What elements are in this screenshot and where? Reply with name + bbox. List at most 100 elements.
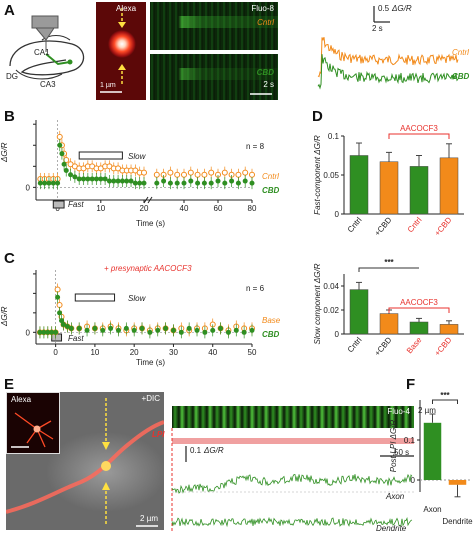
panel-letter-f: F <box>406 376 416 393</box>
panel-b-cbd-label: CBD <box>262 186 280 195</box>
data-point-cbd <box>235 180 241 186</box>
linescan-cbd-label: CBD <box>256 68 274 77</box>
data-point-cbd <box>163 325 169 331</box>
data-point-cbd <box>132 180 138 186</box>
axis-break <box>143 196 149 204</box>
dic-image: Alexa +DIC 2 µm <box>6 392 164 530</box>
category-label: Cntrl <box>406 215 424 234</box>
data-point-cbd <box>106 178 112 184</box>
panel-c-chart: 0 0 10 20 30 40 50 <box>26 270 257 357</box>
data-point-cbd <box>119 178 125 184</box>
x-tick-label: 50 <box>248 348 257 357</box>
category-label: +CBD <box>433 335 454 357</box>
data-point-cbd <box>59 318 65 324</box>
x-tick-label: 10 <box>90 348 99 357</box>
x-tick-label: 10 <box>96 204 105 213</box>
data-point-cbd <box>49 329 55 335</box>
data-point-cbd <box>100 327 106 333</box>
y-tick-label: 0 <box>335 210 340 219</box>
y-tick-label: 0.1 <box>404 436 416 445</box>
panel-letter-a: A <box>4 2 15 19</box>
data-point-cbd <box>81 176 87 182</box>
data-point-cbd <box>161 178 167 184</box>
y-axis-label: Post-LPI ΔG/R <box>389 420 398 473</box>
fluo4-linescan: Fluo-4 <box>172 406 414 428</box>
data-point-cntrl <box>141 169 147 176</box>
aacocf3-label: AACOCF3 <box>400 298 438 307</box>
data-point-cbd <box>181 180 187 186</box>
data-point-cbd <box>72 174 78 180</box>
ca3-label: CA3 <box>40 80 56 89</box>
data-point-cbd <box>170 327 176 333</box>
data-point-cntrl <box>56 133 63 140</box>
significance-label: *** <box>440 391 450 400</box>
panel-b-xlabel: Time (s) <box>136 219 166 228</box>
data-point-cntrl <box>187 169 194 176</box>
data-point-cbd <box>188 178 194 184</box>
data-point-cbd <box>102 176 108 182</box>
panel-c-xlabel: Time (s) <box>136 358 166 367</box>
data-point-cbd <box>92 325 98 331</box>
data-point-cbd <box>210 327 216 333</box>
bar-1 <box>379 161 399 215</box>
axon-trace <box>171 473 413 494</box>
slow-window-box <box>78 151 123 160</box>
y-tick-label: 0 <box>26 328 31 337</box>
y-tick-label: 0.1 <box>328 132 340 141</box>
trace-cbd-label: CBD <box>452 72 470 81</box>
panel-b-cntrl-label: Cntrl <box>262 172 279 181</box>
data-point-cbd <box>222 180 228 186</box>
data-point-cbd <box>128 178 134 184</box>
data-point-cbd <box>42 180 48 186</box>
dic-label: +DIC <box>141 394 160 403</box>
data-point-cbd <box>208 180 214 186</box>
panel-b-ylabel: ΔG/R <box>0 142 9 162</box>
fluo8-label: Fluo-8 <box>251 4 274 13</box>
data-point-cbd <box>141 180 147 186</box>
panel-letter-b: B <box>4 108 15 125</box>
data-point-cbd <box>53 329 59 335</box>
bar-3 <box>439 324 459 335</box>
data-point-cbd <box>108 325 114 331</box>
data-point-cbd <box>201 180 207 186</box>
data-point-cntrl <box>153 171 160 178</box>
bar-2 <box>409 166 429 215</box>
bar-3 <box>439 157 459 215</box>
data-point-cbd <box>50 180 56 186</box>
y-axis-label: Slow component ΔG/R <box>313 263 322 344</box>
panel-c-slow-label: Slow <box>128 294 146 303</box>
linescan-cntrl-label: Cntrl <box>257 18 274 27</box>
data-point-cbd <box>115 178 121 184</box>
data-point-cbd <box>63 168 69 174</box>
data-point-cntrl <box>242 169 249 176</box>
data-point-cbd <box>98 176 104 182</box>
data-point-cbd <box>137 180 143 186</box>
data-point-cbd <box>124 178 130 184</box>
data-point-cbd <box>174 180 180 186</box>
scale-bar-2s <box>250 93 272 95</box>
data-point-cbd <box>186 325 192 331</box>
bar-0 <box>349 289 369 335</box>
data-point-cbd <box>167 180 173 186</box>
axon-trace-label: Axon <box>386 492 405 501</box>
ca1-label: CA1 <box>34 48 50 57</box>
data-point-cbd <box>241 329 247 335</box>
trace-cntrl-label: Cntrl <box>452 48 469 57</box>
x-tick-label: 80 <box>248 204 257 213</box>
data-point-cntrl <box>235 171 242 178</box>
data-point-cbd <box>85 176 91 182</box>
data-point-cbd <box>131 327 137 333</box>
dendrite-trace-label: Dendrite <box>376 524 407 533</box>
scale-2um-label: 2 µm <box>140 514 158 523</box>
data-point-cbd <box>115 327 121 333</box>
data-point-cbd <box>202 329 208 335</box>
panel-d-top-chart: 0 0.05 0.1 Cntrl +CBD Cntrl +CBD Fast-component… <box>313 124 464 238</box>
category-label: +CBD <box>373 335 394 357</box>
data-point-cbd <box>225 329 231 335</box>
hippocampus-schematic <box>9 15 85 80</box>
bar-dendrite <box>448 480 467 485</box>
bar-2 <box>409 321 429 335</box>
data-point-cntrl <box>174 171 181 178</box>
x-tick-label: 20 <box>130 348 139 357</box>
